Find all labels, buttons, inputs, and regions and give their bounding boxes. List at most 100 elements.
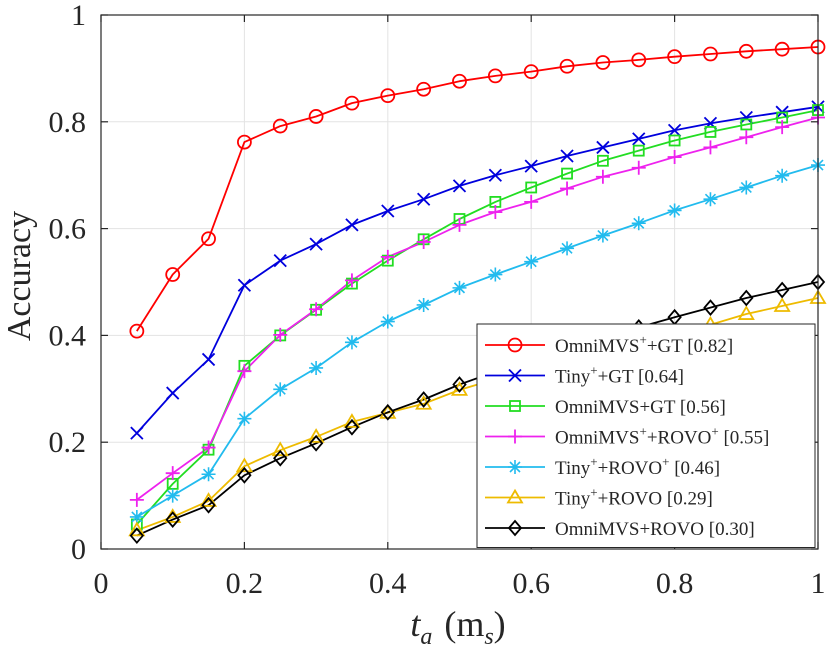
data-point (309, 360, 324, 375)
data-point (631, 52, 647, 68)
x-tick-label: 0.8 (656, 567, 694, 600)
data-point (308, 434, 324, 452)
data-point (667, 123, 682, 137)
data-point (165, 267, 181, 282)
data-point (452, 73, 467, 89)
data-point (380, 314, 395, 329)
data-point (199, 492, 218, 507)
data-point (235, 457, 253, 473)
data-point (273, 449, 288, 467)
legend-marker (507, 519, 523, 537)
y-tick-label: 0.2 (49, 426, 87, 459)
legend-label: Tiny++ROVO [0.29] (555, 485, 713, 510)
data-point (487, 68, 503, 84)
data-point (236, 134, 252, 150)
data-point (201, 467, 216, 482)
data-point (667, 150, 682, 165)
data-point (667, 203, 682, 218)
x-tick-label: 0 (94, 567, 109, 600)
data-point (201, 231, 216, 247)
x-axis-label-unit-close: ) (494, 604, 506, 644)
data-point (631, 216, 646, 231)
data-point (452, 217, 467, 232)
x-axis-label-unit-open: (m (444, 604, 484, 644)
data-point (597, 154, 609, 167)
series-line-1 (136, 105, 819, 434)
x-axis-label-subscript: a (420, 624, 432, 650)
data-point (381, 204, 395, 218)
legend-marker (506, 488, 524, 504)
data-point (165, 466, 180, 481)
data-point (739, 289, 754, 307)
legend: OmniMVS++GT [0.82] Tiny++GT [0.64] OmniMVS… (476, 323, 816, 548)
data-point (739, 110, 753, 125)
legend-marker (508, 429, 522, 444)
data-point (379, 404, 397, 419)
data-point (416, 297, 431, 312)
data-point (344, 273, 359, 288)
data-point (560, 241, 575, 256)
data-point (129, 527, 145, 545)
data-point (416, 81, 432, 97)
data-point (343, 413, 361, 428)
x-axis-label-symbol: t (410, 604, 421, 644)
y-tick-label: 0.8 (49, 106, 87, 139)
data-point (774, 281, 790, 299)
data-point (739, 130, 754, 145)
y-tick-label: 0 (71, 533, 86, 566)
data-point (561, 167, 573, 180)
data-point (345, 218, 359, 232)
data-point (740, 118, 753, 131)
data-point (631, 160, 646, 175)
data-point (380, 88, 396, 104)
x-axis-label-unit-subscript: s (484, 624, 493, 650)
y-tick-label: 0.4 (49, 319, 87, 352)
legend-label: OmniMVS++GT [0.82] (555, 332, 733, 357)
data-point (560, 149, 574, 163)
data-point (344, 335, 359, 350)
data-point (452, 179, 467, 193)
data-point (595, 55, 611, 70)
y-tick-label: 1 (71, 0, 86, 32)
data-point (632, 144, 645, 157)
data-point (380, 403, 395, 421)
data-point (524, 194, 539, 209)
data-point (272, 118, 288, 134)
x-axis-label: ta (ms) (410, 604, 505, 650)
data-point (775, 120, 790, 135)
data-point (165, 488, 180, 503)
data-point (271, 441, 289, 457)
data-point (452, 280, 467, 295)
data-point (273, 327, 288, 342)
legend-label: OmniMVS++ROVO+ [0.55] (555, 424, 769, 449)
y-tick-label: 0.6 (49, 213, 87, 246)
series-line-0 (136, 46, 819, 332)
data-point (668, 134, 681, 147)
data-point (417, 192, 431, 206)
data-point (237, 411, 252, 426)
series-line-4 (136, 164, 819, 518)
data-point (452, 376, 467, 393)
data-point (130, 426, 144, 440)
data-point (450, 381, 469, 396)
legend-label: Tiny++ROVO+ [0.46] (555, 454, 720, 479)
data-point (309, 237, 323, 251)
legend-label: Tiny++GT [0.64] (555, 363, 684, 388)
data-point (488, 168, 502, 182)
data-point (307, 428, 325, 443)
data-point (165, 511, 180, 529)
x-tick-label: 0.6 (512, 567, 550, 600)
data-point (775, 168, 790, 183)
legend-marker (509, 400, 521, 412)
data-point (344, 418, 360, 436)
data-point (129, 323, 145, 339)
data-point (488, 267, 503, 282)
data-point (237, 364, 252, 379)
data-point (774, 41, 790, 57)
data-point (308, 109, 324, 124)
data-point (525, 181, 538, 194)
legend-marker (508, 368, 522, 383)
data-point (273, 254, 287, 268)
data-point (524, 254, 539, 269)
data-point (523, 64, 539, 80)
